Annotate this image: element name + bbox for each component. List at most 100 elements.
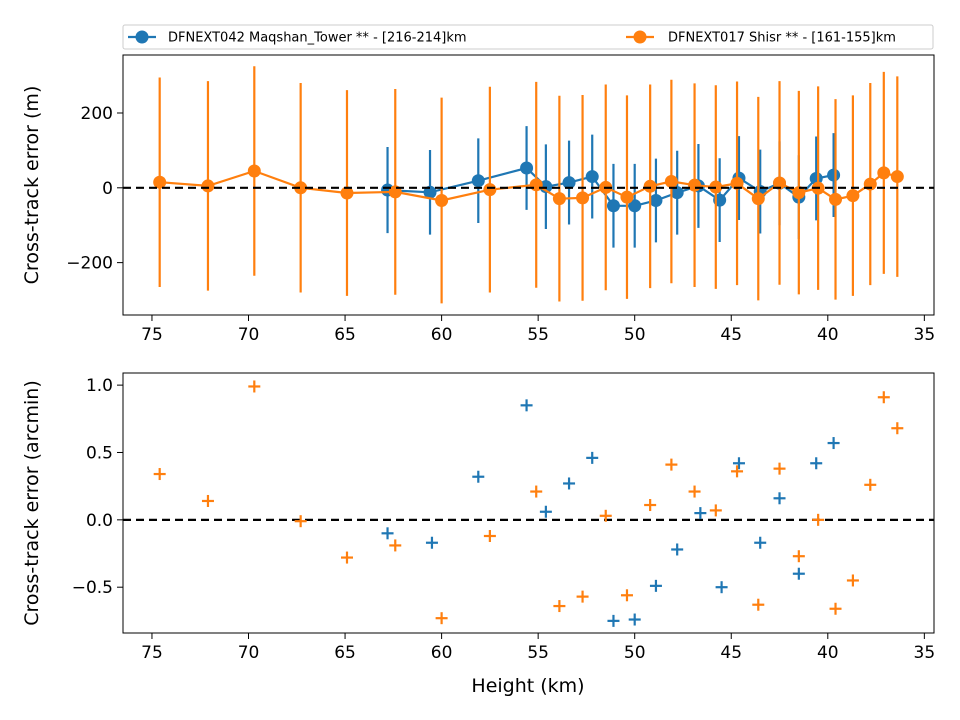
bottom-marks — [123, 380, 934, 627]
bottom-plus-marker — [792, 550, 805, 563]
top-marks — [123, 66, 934, 304]
bottom-series-2 — [153, 380, 904, 625]
bottom-plus-marker — [381, 527, 394, 540]
bottom-series-1 — [381, 399, 840, 627]
bottom-plus-marker — [599, 509, 612, 522]
bottom-y-tick-label: 1.0 — [86, 376, 113, 396]
top-data-point — [827, 168, 841, 182]
bottom-y-tick-label: 0.0 — [86, 511, 113, 531]
bottom-y-tick-label: 0.5 — [86, 443, 113, 463]
legend-entry-series-1: DFNEXT042 Maqshan_Tower ** - [216-214]km — [128, 30, 467, 46]
top-data-point — [529, 178, 543, 192]
bottom-axes-frame — [122, 372, 935, 634]
top-y-tick-label: 0 — [102, 179, 113, 199]
bottom-plus-marker — [153, 468, 166, 481]
bottom-x-tick-label: 70 — [238, 643, 260, 663]
top-x-tick-label: 75 — [141, 325, 163, 345]
bottom-plus-marker — [607, 614, 620, 627]
bottom-plus-marker — [715, 581, 728, 594]
top-data-point — [730, 176, 744, 190]
bottom-plus-marker — [649, 579, 662, 592]
top-panel: 75 70 65 60 55 50 45 40 35 −200 0 200 Cross-track e… — [21, 54, 935, 345]
bottom-x-tick-label: 50 — [624, 643, 646, 663]
top-ticks: 75 70 65 60 55 50 45 40 35 −200 0 200 — [66, 104, 935, 345]
bottom-x-tick-label: 55 — [527, 643, 549, 663]
top-data-point — [628, 199, 642, 213]
top-data-point — [620, 190, 634, 204]
top-data-point — [201, 179, 215, 193]
bottom-plus-marker — [752, 598, 765, 611]
bottom-plus-marker — [688, 485, 701, 498]
top-data-point — [520, 161, 534, 175]
top-data-point — [688, 178, 702, 192]
top-data-point — [247, 164, 261, 178]
top-x-tick-label: 60 — [431, 325, 453, 345]
bottom-plus-marker — [340, 551, 353, 564]
bottom-plus-marker — [530, 485, 543, 498]
bottom-plus-marker — [520, 399, 533, 412]
top-data-point — [890, 170, 904, 184]
bottom-plus-marker — [709, 504, 722, 517]
bottom-plus-marker — [773, 462, 786, 475]
legend-label-series-2: DFNEXT017 Shisr ** - [161-155]km — [668, 31, 896, 46]
bottom-y-axis-label: Cross-track error (arcmin) — [21, 380, 43, 626]
bottom-plus-marker — [389, 539, 402, 552]
top-data-point — [829, 192, 843, 206]
legend-frame — [122, 24, 934, 50]
top-y-axis-label: Cross-track error (m) — [21, 86, 43, 285]
bottom-plus-marker — [425, 536, 438, 549]
bottom-plus-marker — [435, 612, 448, 625]
bottom-plus-marker — [731, 465, 744, 478]
bottom-plus-marker — [891, 422, 904, 435]
bottom-ticks: 75 70 65 60 55 50 45 40 35 −0.5 0.0 0.5 1.0 — [72, 376, 935, 663]
bottom-x-axis-label: Height (km) — [471, 675, 584, 697]
bottom-plus-marker — [846, 574, 859, 587]
top-data-point — [792, 186, 806, 200]
legend-marker-series-1 — [135, 30, 149, 44]
legend: DFNEXT042 Maqshan_Tower ** - [216-214]km… — [122, 24, 934, 50]
top-data-point — [471, 174, 485, 188]
bottom-plus-marker — [294, 515, 307, 528]
bottom-plus-marker — [732, 457, 745, 470]
bottom-plus-marker — [827, 437, 840, 450]
top-y-tick-label: 200 — [81, 104, 113, 124]
bottom-plus-marker — [644, 499, 657, 512]
bottom-plus-marker — [877, 391, 890, 404]
bottom-plus-marker — [665, 458, 678, 471]
top-data-point — [585, 170, 599, 184]
bottom-plus-marker — [586, 451, 599, 464]
top-data-point — [751, 192, 765, 206]
top-x-tick-label: 50 — [624, 325, 646, 345]
top-data-point — [340, 186, 354, 200]
bottom-x-tick-label: 45 — [720, 643, 742, 663]
bottom-plus-marker — [812, 513, 825, 526]
bottom-panel: 75 70 65 60 55 50 45 40 35 −0.5 0.0 0.5 1.0 Cross-tr… — [21, 372, 935, 697]
legend-marker-series-2 — [633, 30, 647, 44]
top-data-point — [576, 191, 590, 205]
top-x-tick-label: 65 — [334, 325, 356, 345]
bottom-x-tick-label: 65 — [334, 643, 356, 663]
top-x-tick-label: 55 — [527, 325, 549, 345]
top-data-point — [809, 171, 823, 185]
top-data-point — [670, 186, 684, 200]
bottom-x-tick-label: 35 — [914, 643, 936, 663]
bottom-plus-marker — [201, 494, 214, 507]
top-x-tick-label: 35 — [914, 325, 936, 345]
top-data-point — [423, 185, 437, 199]
bottom-x-tick-label: 75 — [141, 643, 163, 663]
bottom-plus-marker — [553, 600, 566, 613]
bottom-x-tick-label: 40 — [817, 643, 839, 663]
legend-entry-series-2: DFNEXT017 Shisr ** - [161-155]km — [626, 30, 896, 46]
legend-label-series-1: DFNEXT042 Maqshan_Tower ** - [216-214]km — [168, 31, 467, 46]
bottom-plus-marker — [248, 380, 261, 393]
bottom-plus-marker — [792, 567, 805, 580]
top-data-point — [153, 175, 167, 189]
top-data-point — [435, 194, 449, 208]
bottom-plus-marker — [563, 477, 576, 490]
bottom-plus-marker — [754, 536, 767, 549]
bottom-plus-marker — [864, 478, 877, 491]
bottom-plus-marker — [671, 543, 684, 556]
top-y-tick-label: −200 — [66, 254, 113, 274]
bottom-x-tick-label: 60 — [431, 643, 453, 663]
